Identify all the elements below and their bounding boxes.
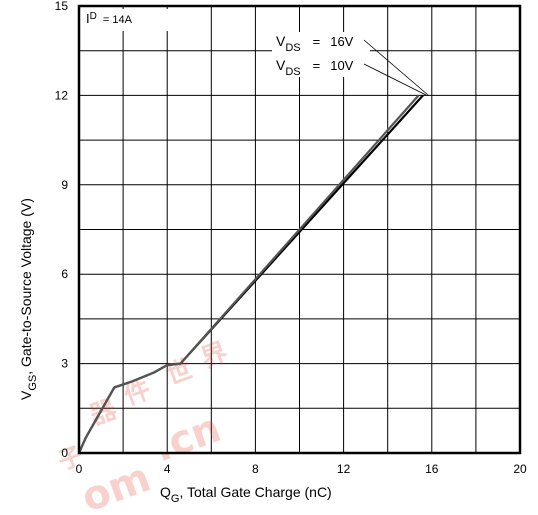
watermark-text: .cn — [148, 405, 227, 471]
plot-frame — [77, 4, 522, 455]
vds-16v-sub: DS — [285, 42, 300, 54]
x-axis-label-sub: G — [171, 493, 180, 505]
vds-10v-sub: DS — [285, 66, 300, 78]
id-label-main: I — [86, 11, 90, 26]
vds-16v-value: 16V — [330, 34, 353, 49]
y-axis-label: VGS, Gate-to-Source Voltage (V) — [18, 198, 39, 400]
y-tick-label: 15 — [55, 0, 69, 13]
y-tick-label: 3 — [61, 357, 68, 371]
x-tick-label: 0 — [76, 462, 83, 476]
x-tick-label: 16 — [425, 462, 439, 476]
vds-annotation: VDS = 16V VDS = 10V — [272, 32, 429, 96]
vds-10v-label: VDS = 10V — [276, 57, 354, 78]
id-label: ID = 14A — [86, 11, 133, 26]
x-tick-label: 4 — [164, 462, 171, 476]
watermark-char: 界 — [197, 337, 232, 374]
vds-16v-main: V — [276, 33, 286, 49]
y-tick-label: 6 — [61, 267, 68, 281]
vds-label-box — [272, 32, 370, 77]
tick-labels: 0 4 8 12 16 20 0 3 6 9 12 15 — [55, 0, 527, 476]
x-axis-label-rest: , Total Gate Charge (nC) — [179, 484, 331, 500]
x-tick-label: 8 — [252, 462, 259, 476]
vds-10v-leader — [363, 63, 427, 96]
vds-10v-value: 10V — [330, 58, 353, 73]
vds-16v-eq: = — [313, 34, 321, 49]
y-tick-label: 12 — [55, 88, 69, 102]
y-axis-label-rest: , Gate-to-Source Voltage (V) — [18, 198, 34, 375]
y-tick-label: 0 — [61, 446, 68, 460]
y-axis-label-sub: GS — [27, 375, 39, 391]
y-axis-label-main: V — [18, 390, 34, 400]
x-axis-label-main: Q — [160, 484, 171, 500]
watermark-char: 器 — [85, 394, 122, 432]
y-tick-label: 9 — [61, 178, 68, 192]
vds-16v-leader — [363, 39, 429, 96]
vds-16v-label: VDS = 16V — [276, 33, 354, 54]
x-tick-label: 20 — [513, 462, 527, 476]
id-annotation: ID = 14A — [81, 9, 169, 31]
x-tick-label: 12 — [337, 462, 351, 476]
vds-10v-eq: = — [313, 58, 321, 73]
x-axis-label: QG, Total Gate Charge (nC) — [160, 484, 332, 505]
id-label-box — [81, 9, 169, 31]
series-lines — [77, 94, 424, 454]
id-label-sub: D — [90, 11, 97, 22]
series-line-vds-10v — [77, 94, 420, 454]
watermark-text: om — [76, 455, 157, 515]
vds-10v-main: V — [276, 57, 286, 73]
id-label-value: = 14A — [103, 14, 133, 26]
